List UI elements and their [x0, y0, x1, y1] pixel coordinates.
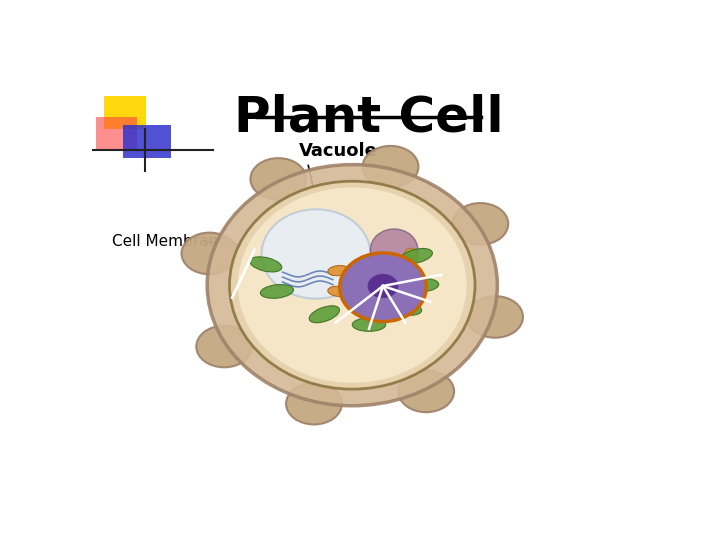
- Ellipse shape: [261, 210, 370, 299]
- Ellipse shape: [309, 306, 340, 323]
- Ellipse shape: [181, 233, 238, 274]
- Ellipse shape: [452, 203, 508, 245]
- Ellipse shape: [328, 266, 348, 276]
- Text: Plant Cell: Plant Cell: [234, 94, 504, 142]
- Ellipse shape: [363, 146, 418, 187]
- Ellipse shape: [328, 286, 348, 296]
- Ellipse shape: [286, 383, 342, 424]
- Ellipse shape: [389, 301, 422, 315]
- Ellipse shape: [238, 187, 467, 383]
- Bar: [124, 125, 171, 158]
- Ellipse shape: [467, 296, 523, 338]
- Ellipse shape: [250, 257, 282, 272]
- Ellipse shape: [340, 253, 426, 321]
- Ellipse shape: [387, 273, 401, 289]
- Bar: [96, 117, 138, 150]
- Ellipse shape: [251, 158, 306, 200]
- Ellipse shape: [400, 248, 433, 264]
- Ellipse shape: [368, 274, 398, 298]
- Text: Cell Membrane: Cell Membrane: [112, 234, 228, 249]
- Text: Vacuole: Vacuole: [300, 143, 378, 160]
- Ellipse shape: [197, 326, 252, 367]
- Ellipse shape: [404, 248, 418, 264]
- Ellipse shape: [398, 370, 454, 412]
- Ellipse shape: [405, 279, 438, 292]
- Ellipse shape: [352, 318, 386, 332]
- Ellipse shape: [207, 165, 498, 406]
- Ellipse shape: [261, 285, 294, 298]
- Bar: [104, 96, 145, 129]
- Ellipse shape: [230, 181, 475, 389]
- Ellipse shape: [370, 229, 418, 271]
